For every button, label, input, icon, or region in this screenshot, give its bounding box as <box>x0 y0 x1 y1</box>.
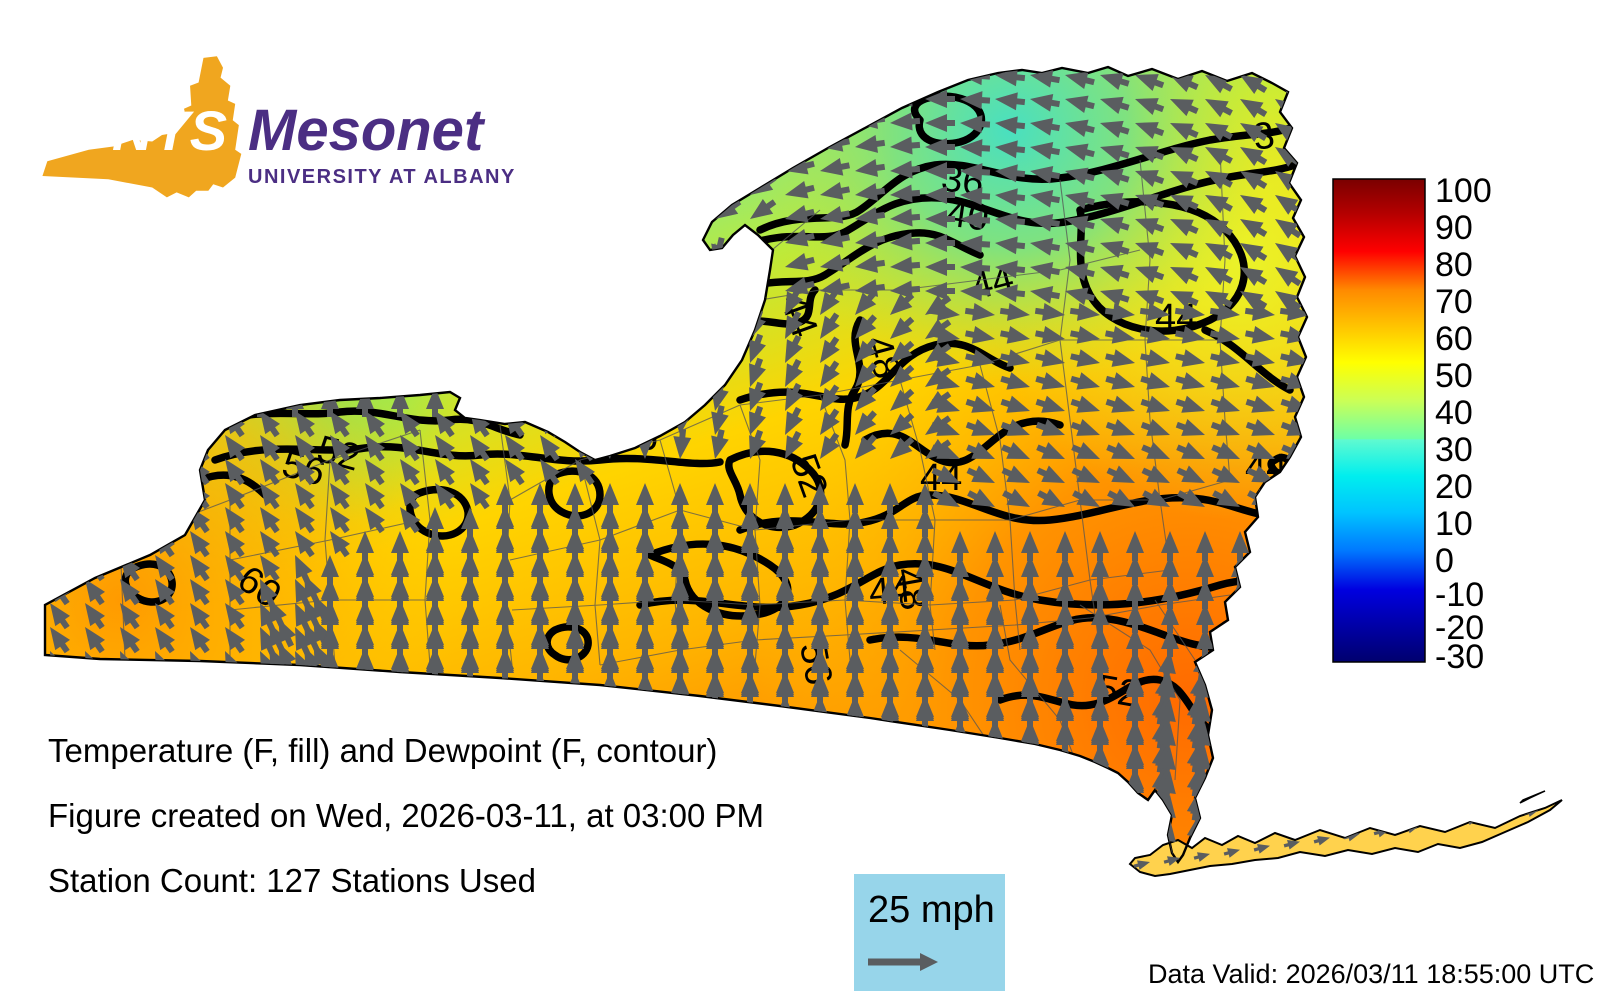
svg-text:10: 10 <box>1435 505 1473 543</box>
svg-text:Data Valid: 2026/03/11 18:55:0: Data Valid: 2026/03/11 18:55:00 UTC <box>1148 959 1594 989</box>
svg-text:UNIVERSITY AT ALBANY: UNIVERSITY AT ALBANY <box>248 166 516 188</box>
svg-text:40: 40 <box>1435 394 1473 432</box>
svg-text:3: 3 <box>721 250 758 297</box>
svg-text:-30: -30 <box>1435 638 1484 676</box>
svg-text:NYS: NYS <box>112 99 227 162</box>
svg-text:70: 70 <box>1435 283 1473 321</box>
svg-text:48: 48 <box>1245 545 1287 587</box>
svg-text:80: 80 <box>1435 246 1473 284</box>
svg-text:0: 0 <box>1435 542 1454 580</box>
svg-text:Mesonet: Mesonet <box>248 98 486 163</box>
svg-text:60: 60 <box>1435 320 1473 358</box>
svg-text:Station Count: 127 Stations Us: Station Count: 127 Stations Used <box>48 862 536 899</box>
svg-text:Temperature (F, fill) and Dewp: Temperature (F, fill) and Dewpoint (F, c… <box>48 732 717 769</box>
svg-text:90: 90 <box>1435 209 1473 247</box>
svg-text:20: 20 <box>1435 468 1473 506</box>
svg-text:30: 30 <box>1435 431 1473 469</box>
svg-text:50: 50 <box>1435 357 1473 395</box>
svg-text:25 mph: 25 mph <box>868 889 995 931</box>
svg-text:100: 100 <box>1435 172 1492 210</box>
svg-text:Figure created on Wed, 2026-03: Figure created on Wed, 2026-03-11, at 03… <box>48 797 764 834</box>
